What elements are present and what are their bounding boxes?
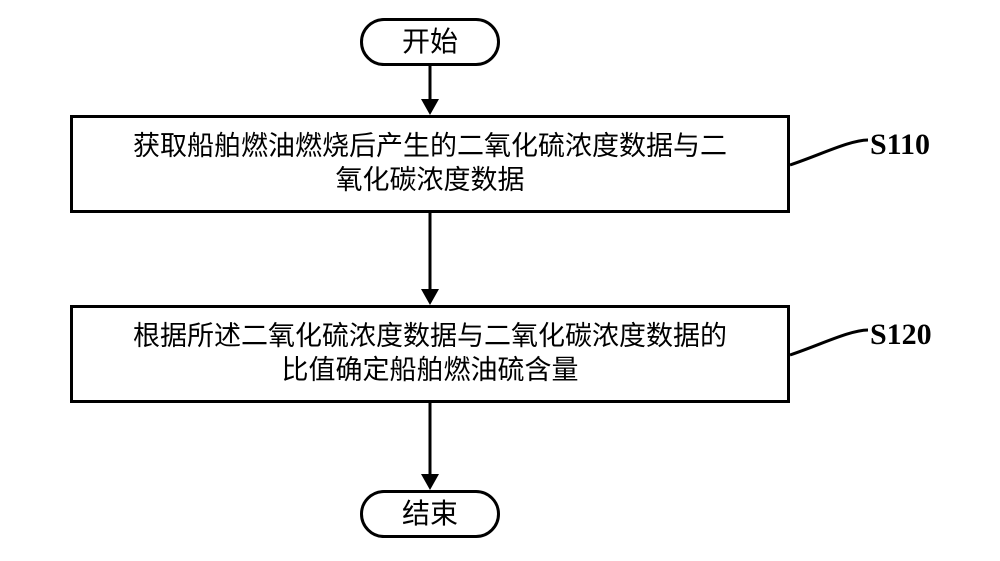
end-node: 结束 [360,490,500,538]
arrow-s120-end [0,0,1000,561]
end-text: 结束 [402,497,458,532]
